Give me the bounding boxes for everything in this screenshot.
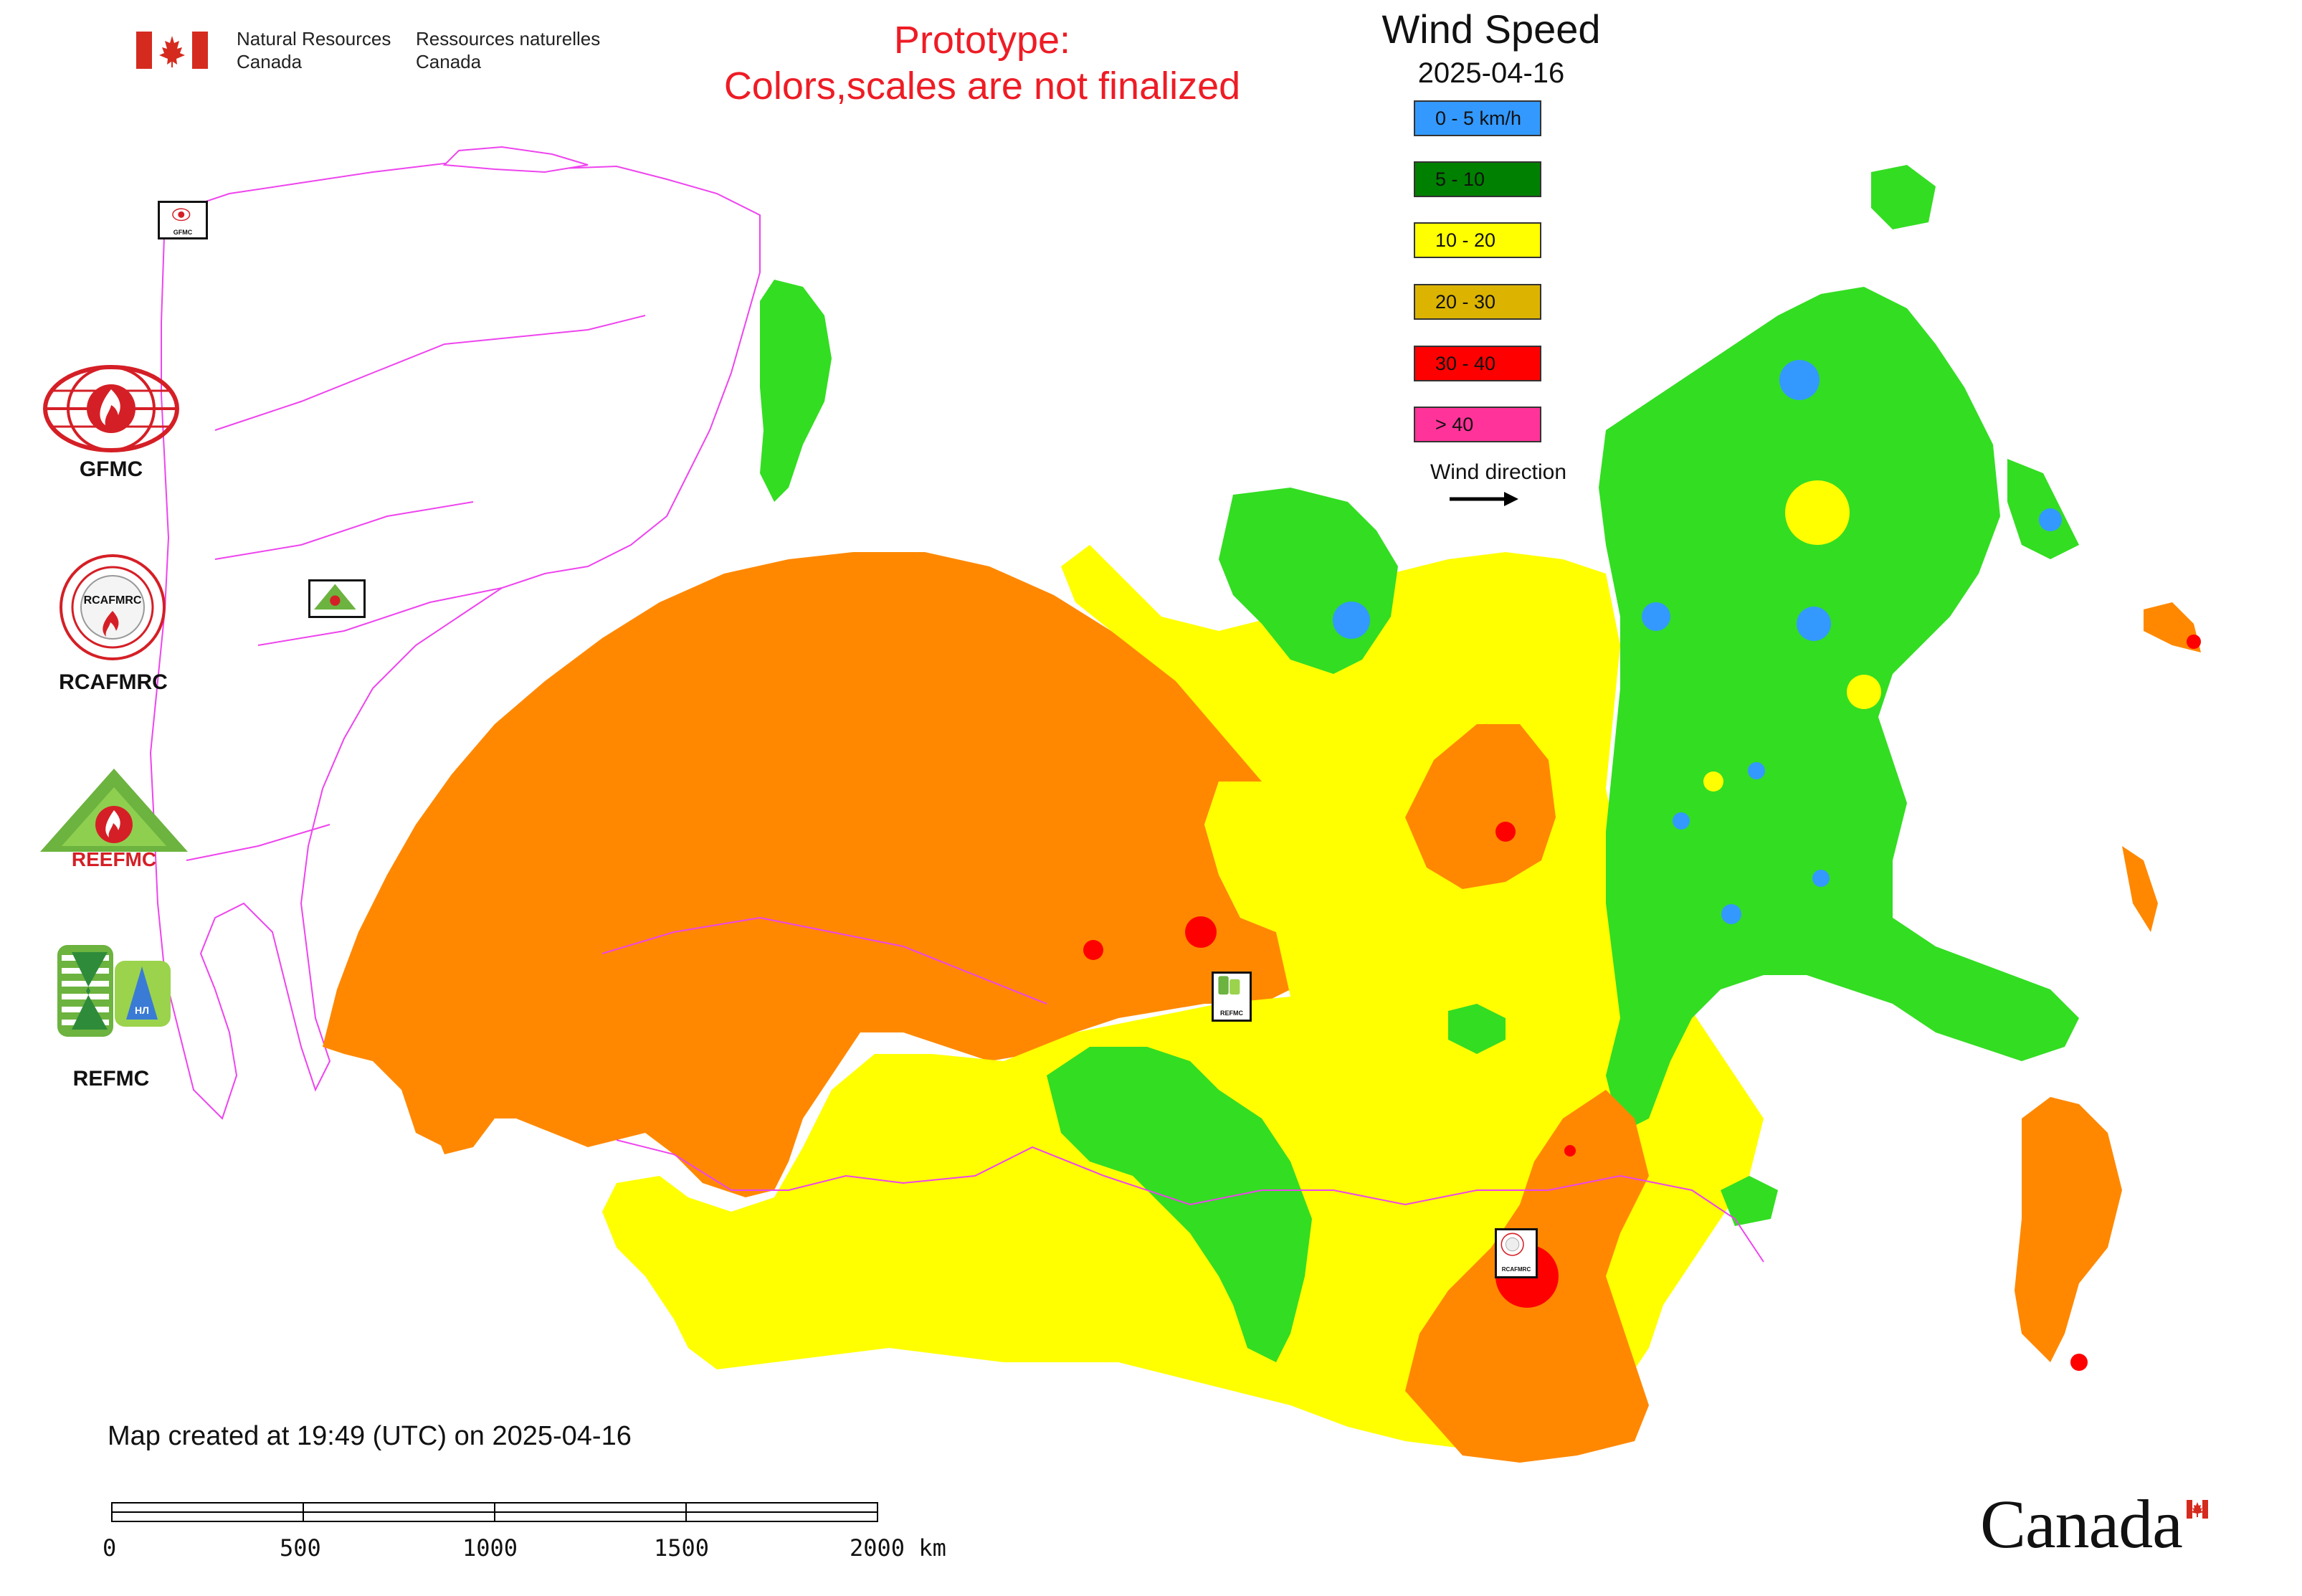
legend-title: Wind Speed	[1381, 6, 1601, 52]
refmc-logo-icon: НЛ	[57, 945, 171, 1037]
legend-date: 2025-04-16	[1417, 57, 1565, 89]
tiny-reefmc-icon	[314, 584, 356, 610]
scale-label: 0	[103, 1534, 117, 1562]
tiny-gfmc-label: GFMC	[173, 229, 193, 236]
refmc-logo-text: НЛ	[135, 1004, 149, 1016]
tiny-gfmc-icon	[172, 208, 191, 222]
refmc-label: REFMC	[72, 1067, 150, 1091]
map-created-timestamp: Map created at 19:49 (UTC) on 2025-04-16	[108, 1421, 632, 1451]
zone-5-10-kamchatka	[2007, 459, 2079, 559]
legend-item: 5 - 10	[1414, 161, 1541, 197]
tiny-rcafmrc-icon	[1500, 1232, 1524, 1256]
scale-label: 1000	[462, 1534, 518, 1562]
gfmc-label: GFMC	[79, 457, 143, 481]
canada-flag-icon	[136, 32, 208, 69]
coast-islands	[2122, 846, 2158, 932]
rcafmrc-label: RCAFMRC	[59, 670, 168, 694]
wind-direction-label: Wind direction	[1430, 460, 1567, 484]
scale-label: 2000 km	[850, 1534, 946, 1562]
zone-20-30-siberia	[1405, 724, 1556, 889]
scale-label: 1500	[654, 1534, 710, 1562]
legend-item: 0 - 5 km/h	[1414, 100, 1541, 136]
scale-bar	[111, 1502, 878, 1522]
tiny-refmc-marker: REFMC	[1212, 972, 1252, 1022]
legend-item: 30 - 40	[1414, 346, 1541, 381]
zone-0-5-spots	[1333, 360, 2062, 924]
zone-20-30-caspian	[416, 1018, 495, 1154]
zone-20-30-west	[323, 552, 1312, 1197]
scale-label: 500	[280, 1534, 321, 1562]
legend-item: 20 - 30	[1414, 284, 1541, 320]
prototype-notice: Prototype: Colors,scales are not finaliz…	[660, 17, 1305, 109]
europe-outline	[149, 146, 761, 1120]
country-borders	[601, 916, 1764, 1263]
zone-5-10-central-asia	[1047, 1047, 1312, 1362]
reefmc-logo-text: REEFMC	[72, 848, 156, 870]
zone-10-20-blobs	[1703, 480, 1881, 792]
tiny-refmc-icon	[1218, 976, 1240, 995]
legend-item: 10 - 20	[1414, 222, 1541, 258]
zone-5-10-scandinavia	[760, 280, 832, 502]
zone-5-10-chukotka	[1871, 165, 1936, 229]
tiny-gfmc-marker: GFMC	[158, 201, 208, 239]
agency-name-french: Ressources naturelles Canada	[416, 28, 601, 72]
gfmc-logo-icon	[43, 365, 179, 452]
agency-name-english: Natural Resources Canada	[237, 28, 391, 72]
zone-5-10-siberia	[1448, 1004, 1506, 1054]
reefmc-logo-icon: REEFMC	[40, 769, 188, 870]
tiny-rcafmrc-label: RCAFMRC	[1501, 1266, 1531, 1273]
prototype-line-2: Colors,scales are not finalized	[723, 65, 1241, 108]
canada-wordmark: Canada	[1980, 1486, 2183, 1562]
tiny-rcafmrc-marker: RCAFMRC	[1495, 1228, 1538, 1278]
wind-direction-arrow-icon	[1450, 492, 1518, 506]
prototype-line-1: Prototype:	[893, 19, 1071, 62]
zone-20-30-east-coast	[2015, 1097, 2122, 1362]
zone-20-30-kamchatka-tip	[2144, 602, 2201, 652]
zone-5-10-mongolia	[1721, 1176, 1778, 1226]
rcafmrc-logo-icon: RCAFMRC	[60, 554, 166, 660]
rcafmrc-logo-text: RCAFMRC	[84, 594, 142, 607]
zone-5-10-east	[1599, 287, 2079, 1133]
tiny-reefmc-marker	[308, 579, 366, 618]
legend-item: > 40	[1414, 407, 1541, 442]
tiny-refmc-label: REFMC	[1220, 1010, 1243, 1017]
canada-wordmark-flag-icon	[2187, 1500, 2208, 1519]
